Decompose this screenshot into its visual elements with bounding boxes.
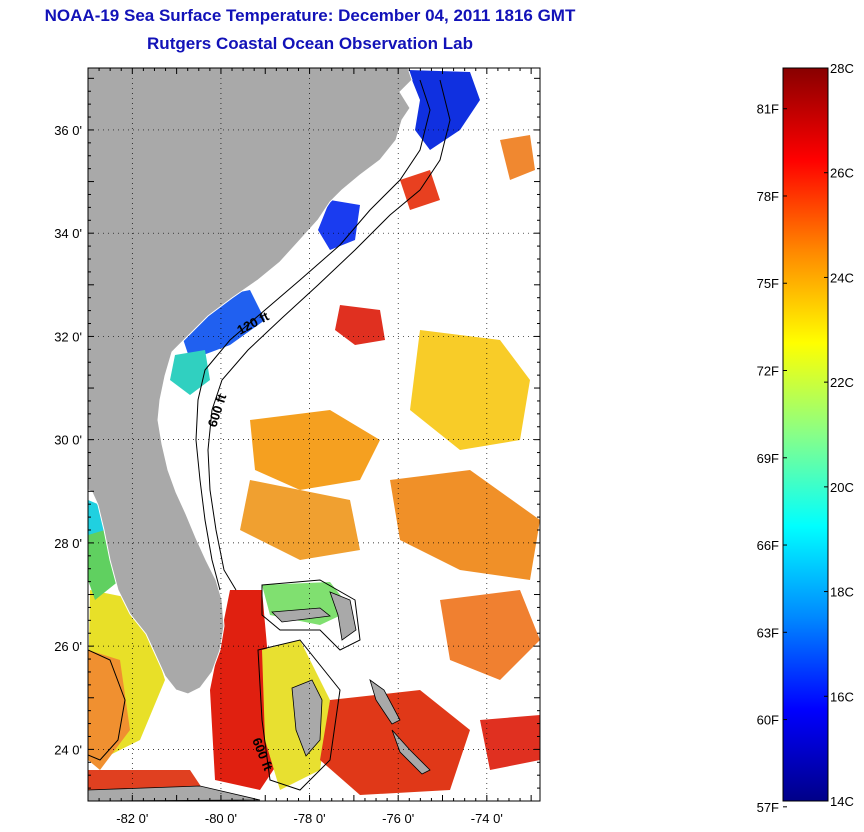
colorbar-fahrenheit-label: 69F [757, 451, 779, 466]
contour-bahamas-south [257, 639, 341, 791]
lat-tick-label: 36 0' [54, 123, 82, 138]
colorbar-gradient [782, 67, 829, 802]
colorbar-celsius-label: 28C [830, 61, 854, 76]
sst-patch-gulf-orange [88, 650, 130, 770]
colorbar-celsius-label: 14C [830, 794, 854, 809]
sst-patch-red-east-edge [480, 715, 540, 770]
colorbar-celsius-label: 16C [830, 689, 854, 704]
sst-patch-shelf-green [170, 350, 210, 395]
colorbar-fahrenheit-label: 75F [757, 276, 779, 291]
sst-patch-gulfstream-red-north [335, 305, 385, 345]
sst-patch-orange-bottom-right [440, 590, 540, 680]
bathymetry-contours [88, 79, 451, 791]
map-minor-ticks [87, 68, 540, 802]
colorbar-celsius-label: 26C [830, 166, 854, 181]
colorbar-celsius-labels: 28C 26C 24C 22C 20C 18C 16C 14C [824, 61, 854, 809]
colorbar-fahrenheit-labels: 81F 78F 75F 72F 69F 66F 63F 60F 57F [757, 102, 787, 815]
land-grand-bahama [271, 607, 331, 623]
sst-patch-yellow-east [410, 330, 530, 450]
colorbar-fahrenheit-label: 57F [757, 800, 779, 815]
land-andros-island [291, 679, 323, 757]
colorbar-fahrenheit-label: 60F [757, 713, 779, 728]
land-exuma [391, 729, 431, 775]
colorbar-fahrenheit-label: 66F [757, 538, 779, 553]
colorbar-fahrenheit-label: 72F [757, 364, 779, 379]
sst-patch-orange-spot-northeast [500, 135, 535, 180]
lon-tick-label: -76 0' [382, 811, 414, 826]
lat-tick-label: 32 0' [54, 329, 82, 344]
colorbar-celsius-label: 18C [830, 585, 854, 600]
sst-patch-orange-east [390, 470, 540, 580]
colorbar-fahrenheit-label: 63F [757, 625, 779, 640]
lat-tick-label: 24 0' [54, 742, 82, 757]
sst-patch-nc-shelf-cold [318, 200, 360, 250]
lon-tick-label: -78 0' [294, 811, 326, 826]
sst-patch-north-cold [408, 70, 480, 150]
map-grid [88, 68, 540, 801]
colorbar-celsius-label: 20C [830, 480, 854, 495]
land-abaco [329, 591, 357, 641]
lat-tick-label: 28 0' [54, 536, 82, 551]
lat-tick-label: 30 0' [54, 433, 82, 448]
colorbar-fahrenheit-label: 81F [757, 102, 779, 117]
contour-gulf-shelf [88, 649, 126, 761]
land-eleuthera [369, 678, 401, 725]
longitude-tick-labels: -82 0' -80 0' -78 0' -76 0' -74 0' [116, 811, 503, 826]
colorbar-celsius-label: 22C [830, 375, 854, 390]
lon-tick-label: -82 0' [116, 811, 148, 826]
map-title: NOAA-19 Sea Surface Temperature: Decembe… [44, 6, 576, 25]
contour-120ft [195, 79, 431, 591]
map-frame [87, 67, 541, 802]
lat-tick-label: 34 0' [54, 226, 82, 241]
land-southeast-us [88, 68, 413, 695]
map-subtitle: Rutgers Coastal Ocean Observation Lab [147, 34, 473, 53]
contour-600ft [207, 79, 451, 591]
colorbar-fahrenheit-label: 78F [757, 189, 779, 204]
sst-patch-orange-mid [250, 410, 380, 490]
land-cuba-edge [88, 785, 261, 801]
lat-tick-label: 26 0' [54, 639, 82, 654]
sst-patch-gulfstream-red-south [210, 590, 280, 790]
colorbar-celsius-label: 24C [830, 270, 854, 285]
lon-tick-label: -74 0' [471, 811, 503, 826]
latitude-tick-labels: 24 0' 26 0' 28 0' 30 0' 32 0' 34 0' 36 0' [54, 123, 82, 757]
lon-tick-label: -80 0' [205, 811, 237, 826]
sst-patch-orange-central [240, 480, 360, 560]
map-plot-area [88, 68, 540, 801]
contour-bahamas-bank [261, 579, 361, 651]
sst-patch-red-southeast [320, 690, 470, 795]
